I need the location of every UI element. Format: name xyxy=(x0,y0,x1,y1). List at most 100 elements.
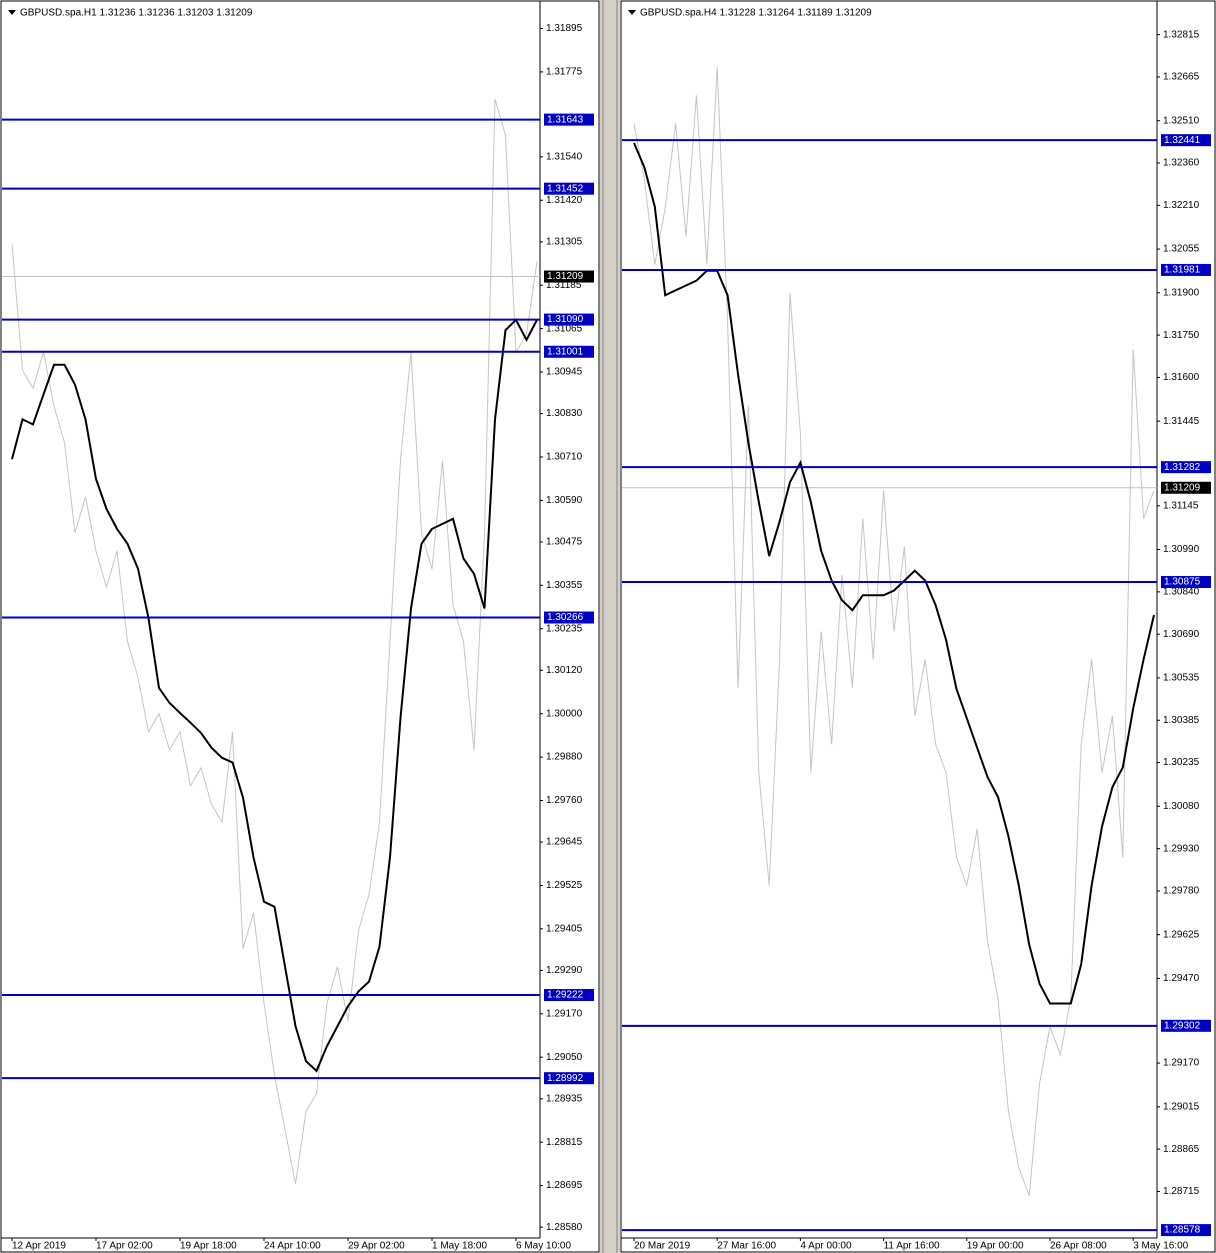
y-tick-label: 1.30830 xyxy=(546,408,583,419)
x-tick-label: 19 Apr 18:00 xyxy=(180,1241,237,1252)
level-label-box xyxy=(544,1072,594,1085)
y-tick-label: 1.31145 xyxy=(1163,500,1199,511)
last-price-box xyxy=(1161,481,1211,494)
y-tick-label: 1.30475 xyxy=(546,537,583,548)
panel-frame xyxy=(620,0,1216,1253)
moving-average-line xyxy=(633,142,1155,1005)
y-tick-label: 1.29780 xyxy=(1163,886,1200,897)
y-tick-label: 1.29170 xyxy=(1163,1058,1200,1069)
y-tick-label: 1.28935 xyxy=(546,1093,583,1104)
level-label: 1.32441 xyxy=(1164,135,1201,146)
level-label-box xyxy=(544,113,594,126)
y-tick-label: 1.28580 xyxy=(546,1222,583,1233)
y-tick-label: 1.29625 xyxy=(1163,929,1200,940)
level-label-box xyxy=(544,611,594,624)
y-tick-label: 1.31185 xyxy=(546,280,582,291)
x-tick-label: 29 Apr 02:00 xyxy=(348,1241,405,1252)
price-line xyxy=(11,98,538,1184)
y-tick-label: 1.31895 xyxy=(546,23,583,34)
y-tick-label: 1.30690 xyxy=(1163,629,1200,640)
level-label-box xyxy=(1161,461,1211,474)
y-tick-label: 1.29760 xyxy=(546,795,583,806)
level-label: 1.31981 xyxy=(1164,265,1201,276)
level-label: 1.31282 xyxy=(1164,462,1201,473)
y-tick-label: 1.29880 xyxy=(546,752,583,763)
menu-triangle[interactable] xyxy=(8,10,16,15)
level-label-box xyxy=(544,345,594,358)
y-tick-label: 1.30080 xyxy=(1163,801,1200,812)
chart-title: GBPUSD.spa.H4 1.31228 1.31264 1.31189 1.… xyxy=(640,8,872,19)
y-tick-label: 1.32815 xyxy=(1163,29,1200,40)
level-label-box xyxy=(1161,1224,1211,1237)
y-tick-label: 1.29290 xyxy=(546,965,583,976)
last-price-label: 1.31209 xyxy=(547,271,584,282)
moving-average-line xyxy=(11,318,538,1073)
y-tick-label: 1.31600 xyxy=(1163,372,1200,383)
level-label: 1.29222 xyxy=(547,990,584,1001)
x-tick-label: 1 May 18:00 xyxy=(432,1241,487,1252)
y-tick-label: 1.30840 xyxy=(1163,587,1200,598)
y-tick-label: 1.30990 xyxy=(1163,544,1200,555)
level-label-box xyxy=(1161,1019,1211,1032)
x-tick-label: 27 Mar 16:00 xyxy=(717,1241,776,1252)
y-tick-label: 1.29525 xyxy=(546,880,583,891)
y-tick-label: 1.29050 xyxy=(546,1052,583,1063)
y-tick-label: 1.30235 xyxy=(1163,757,1200,768)
x-tick-label: 12 Apr 2019 xyxy=(12,1241,66,1252)
level-label: 1.30266 xyxy=(547,612,584,623)
y-tick-label: 1.30355 xyxy=(546,580,583,591)
level-label-box xyxy=(544,182,594,195)
x-tick-label: 4 Apr 00:00 xyxy=(800,1241,852,1252)
x-tick-label: 6 May 10:00 xyxy=(516,1241,571,1252)
level-label: 1.31643 xyxy=(547,114,584,125)
y-tick-label: 1.30590 xyxy=(546,495,583,506)
y-tick-label: 1.31445 xyxy=(1163,416,1200,427)
y-tick-label: 1.29015 xyxy=(1163,1101,1200,1112)
x-tick-label: 24 Apr 10:00 xyxy=(264,1241,321,1252)
y-tick-label: 1.30385 xyxy=(1163,715,1200,726)
y-tick-label: 1.31775 xyxy=(546,67,583,78)
x-tick-label: 3 May 16:00 xyxy=(1133,1241,1188,1252)
y-tick-label: 1.31065 xyxy=(546,323,583,334)
y-tick-label: 1.30120 xyxy=(546,665,583,676)
y-tick-label: 1.32510 xyxy=(1163,115,1200,126)
y-tick-label: 1.31420 xyxy=(546,195,583,206)
level-label-box xyxy=(544,313,594,326)
y-tick-label: 1.28715 xyxy=(1163,1186,1200,1197)
y-tick-label: 1.30710 xyxy=(546,452,583,463)
panel-frame xyxy=(0,0,600,1253)
level-label: 1.31090 xyxy=(547,314,584,325)
y-tick-label: 1.29930 xyxy=(1163,843,1200,854)
level-label: 1.30875 xyxy=(1164,577,1201,588)
y-tick-label: 1.29645 xyxy=(546,837,583,848)
level-label: 1.28992 xyxy=(547,1073,584,1084)
y-tick-label: 1.28815 xyxy=(546,1137,583,1148)
y-tick-label: 1.31305 xyxy=(546,236,583,247)
y-tick-label: 1.32360 xyxy=(1163,158,1200,169)
y-tick-label: 1.29405 xyxy=(546,923,583,934)
y-tick-label: 1.30000 xyxy=(546,708,583,719)
y-tick-label: 1.32665 xyxy=(1163,72,1200,83)
y-tick-label: 1.30235 xyxy=(546,623,583,634)
y-tick-label: 1.31540 xyxy=(546,152,583,163)
level-label-box xyxy=(1161,575,1211,588)
y-tick-label: 1.30535 xyxy=(1163,673,1200,684)
chart-title: GBPUSD.spa.H1 1.31236 1.31236 1.31203 1.… xyxy=(20,8,253,19)
level-label: 1.31001 xyxy=(547,346,584,357)
last-price-box xyxy=(544,270,594,283)
y-tick-label: 1.32210 xyxy=(1163,200,1200,211)
y-tick-label: 1.28865 xyxy=(1163,1144,1200,1155)
y-tick-label: 1.31900 xyxy=(1163,287,1200,298)
last-price-label: 1.31209 xyxy=(1164,482,1201,493)
x-tick-label: 11 Apr 16:00 xyxy=(884,1241,940,1252)
menu-triangle[interactable] xyxy=(628,10,636,15)
level-label-box xyxy=(1161,134,1211,147)
panel-separator xyxy=(600,0,620,1253)
y-tick-label: 1.31750 xyxy=(1163,330,1200,341)
y-tick-label: 1.30945 xyxy=(546,367,583,378)
x-tick-label: 26 Apr 08:00 xyxy=(1050,1241,1107,1252)
price-line xyxy=(633,67,1155,1196)
level-label: 1.31452 xyxy=(547,183,584,194)
x-tick-label: 17 Apr 02:00 xyxy=(96,1241,153,1252)
y-tick-label: 1.32055 xyxy=(1163,244,1200,255)
